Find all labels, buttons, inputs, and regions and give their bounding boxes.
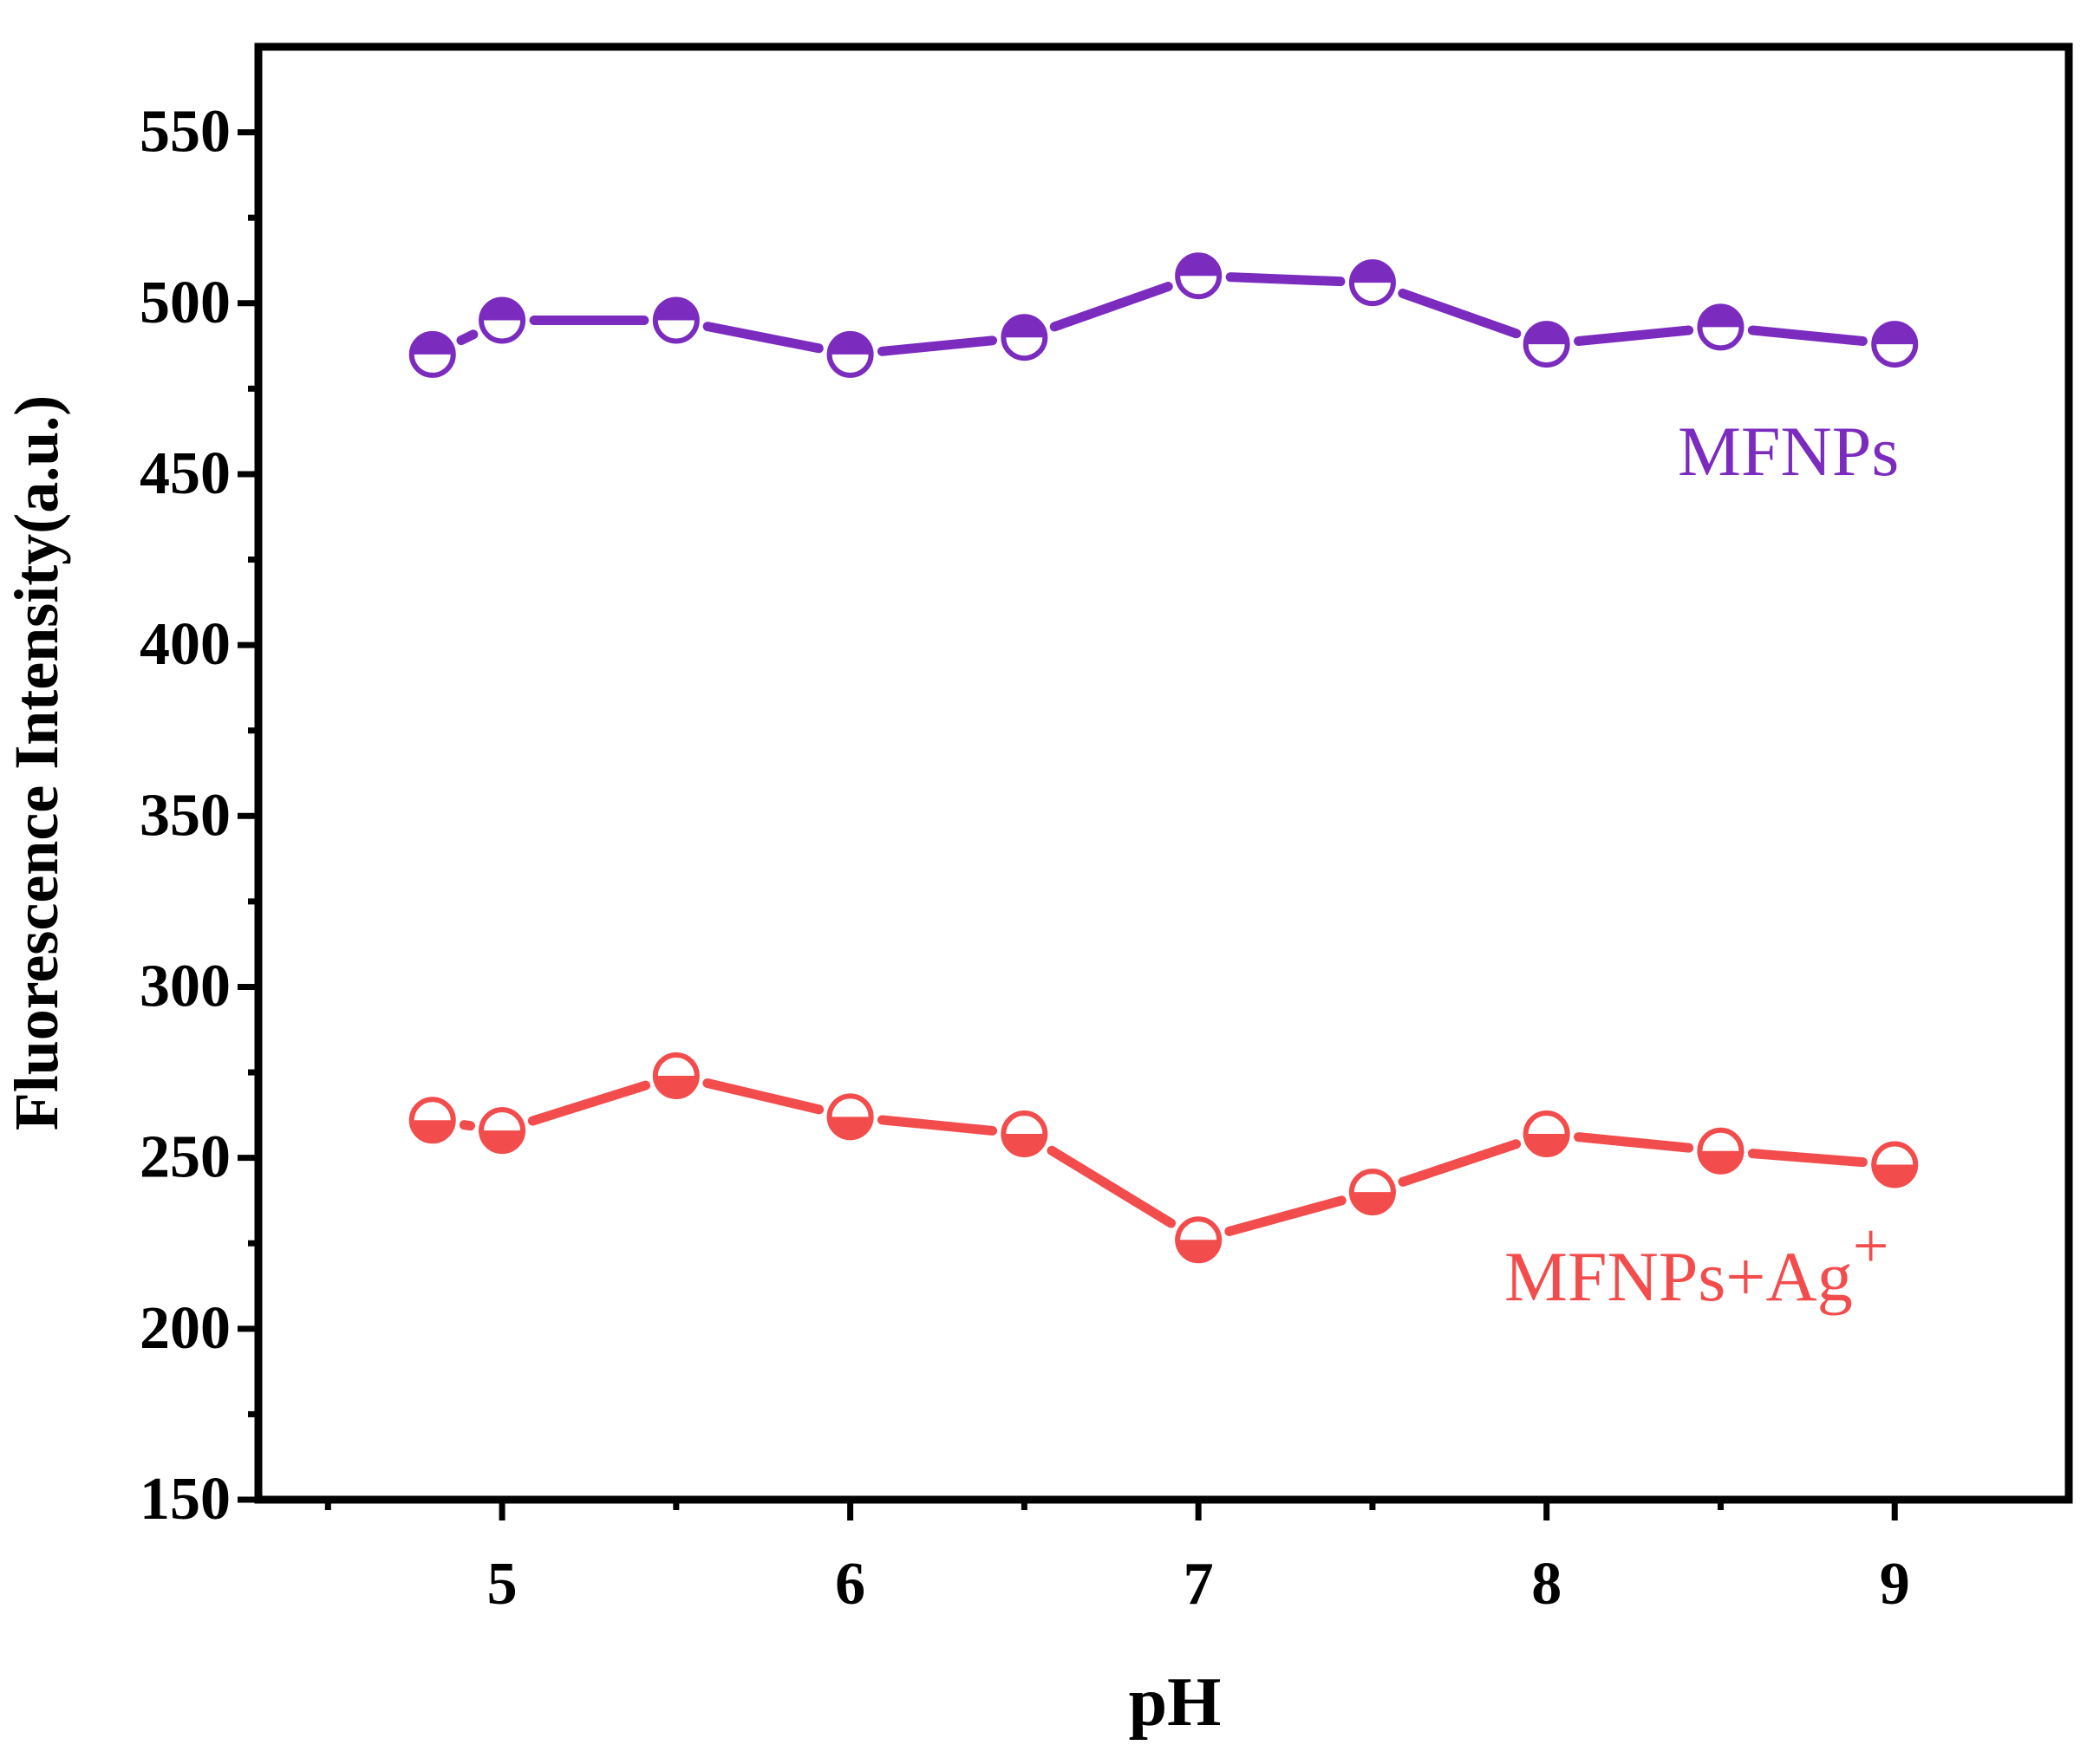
series-line-segment xyxy=(702,1078,825,1115)
data-point xyxy=(1523,1110,1570,1158)
data-point xyxy=(652,296,700,344)
series-label-mfnps: MFNPs xyxy=(1678,412,1899,491)
y-tick-label: 400 xyxy=(140,611,231,678)
series-label-mfnps-ag-superscript: + xyxy=(1853,1211,1889,1282)
data-point xyxy=(408,330,456,378)
y-tick-label: 250 xyxy=(140,1124,231,1191)
data-point xyxy=(479,1107,526,1155)
data-point xyxy=(826,330,874,378)
y-tick-label: 300 xyxy=(140,953,231,1019)
data-point xyxy=(652,1052,700,1100)
data-point xyxy=(1871,1141,1919,1188)
series-label-mfnps-ag: MFNPs+Ag+ xyxy=(1504,1211,1888,1316)
series-line-segment xyxy=(1049,282,1173,332)
data-point xyxy=(1348,1169,1396,1216)
series-line-segment xyxy=(1747,325,1868,346)
series-line-segment xyxy=(702,322,824,354)
data-point xyxy=(1697,1127,1745,1175)
x-tick-label: 9 xyxy=(1880,1551,1910,1618)
series-mfnps-ag xyxy=(408,1052,1919,1264)
data-point xyxy=(1348,259,1396,307)
series-line-segment xyxy=(1574,1132,1694,1153)
y-tick-label: 200 xyxy=(140,1295,231,1362)
data-point xyxy=(1001,1110,1048,1158)
x-tick-label: 7 xyxy=(1184,1551,1214,1618)
series-line-segment xyxy=(877,1115,998,1136)
x-tick-label: 6 xyxy=(835,1551,865,1618)
series-mfnps xyxy=(408,252,1919,378)
data-point xyxy=(1523,321,1570,368)
series-line-segment xyxy=(459,1120,475,1131)
series-line-segment xyxy=(1398,1139,1522,1187)
data-point xyxy=(1175,1216,1223,1264)
series-line-segment xyxy=(877,335,998,356)
plot-area xyxy=(254,42,2073,1504)
data-point xyxy=(826,1093,874,1141)
y-tick-label: 550 xyxy=(140,99,231,166)
y-tick-label: 450 xyxy=(140,440,231,507)
data-point xyxy=(408,1097,456,1144)
x-axis: 5 6 7 8 9 xyxy=(324,1500,1910,1618)
y-tick-label: 500 xyxy=(140,270,231,336)
y-tick-label: 350 xyxy=(140,782,231,849)
y-axis: 150 200 250 300 350 400 450 500 550 xyxy=(140,99,258,1533)
series-line-segment xyxy=(527,1080,651,1126)
series-line-segment xyxy=(1225,272,1346,287)
series-line-segment xyxy=(1574,325,1694,346)
x-tick-label: 8 xyxy=(1531,1551,1562,1618)
y-axis-label: Fluorescence Intensity(a.u.) xyxy=(2,395,71,1131)
series-line-segment xyxy=(1047,1145,1177,1228)
y-tick-label: 150 xyxy=(140,1466,231,1533)
data-point xyxy=(1871,321,1919,368)
plot-frame xyxy=(254,42,2073,1504)
series-layer xyxy=(408,252,1919,1264)
series-line-segment xyxy=(1747,1149,1868,1168)
series-line-segment xyxy=(456,329,479,346)
x-tick-label: 5 xyxy=(487,1551,518,1618)
data-point xyxy=(1175,252,1223,300)
series-line-segment xyxy=(1224,1195,1347,1236)
x-axis-label: pH xyxy=(1129,1664,1222,1741)
data-point xyxy=(479,296,526,344)
data-point xyxy=(1001,314,1048,361)
series-line-segment xyxy=(1398,288,1522,339)
series-label-mfnps-ag-main: MFNPs+Ag xyxy=(1504,1237,1853,1316)
data-point xyxy=(1697,303,1745,351)
